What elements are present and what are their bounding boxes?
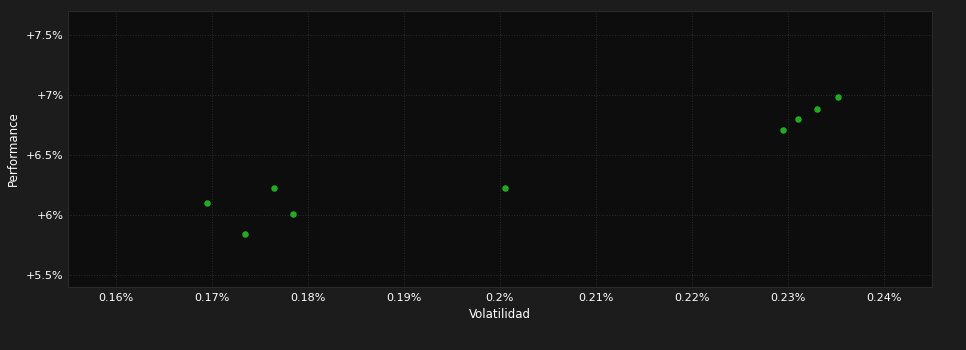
Y-axis label: Performance: Performance (7, 111, 20, 186)
Point (790, 116, 806, 121)
Point (267, 186, 282, 191)
Point (199, 200, 214, 206)
X-axis label: Volatilidad: Volatilidad (469, 308, 531, 321)
Point (831, 94, 846, 100)
Point (497, 186, 512, 191)
Point (776, 127, 791, 132)
Point (810, 106, 825, 112)
Point (286, 211, 301, 216)
Point (238, 231, 253, 237)
